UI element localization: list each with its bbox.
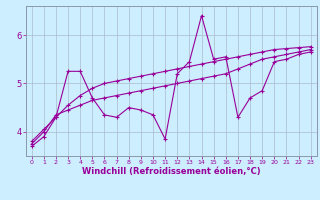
X-axis label: Windchill (Refroidissement éolien,°C): Windchill (Refroidissement éolien,°C) bbox=[82, 167, 260, 176]
